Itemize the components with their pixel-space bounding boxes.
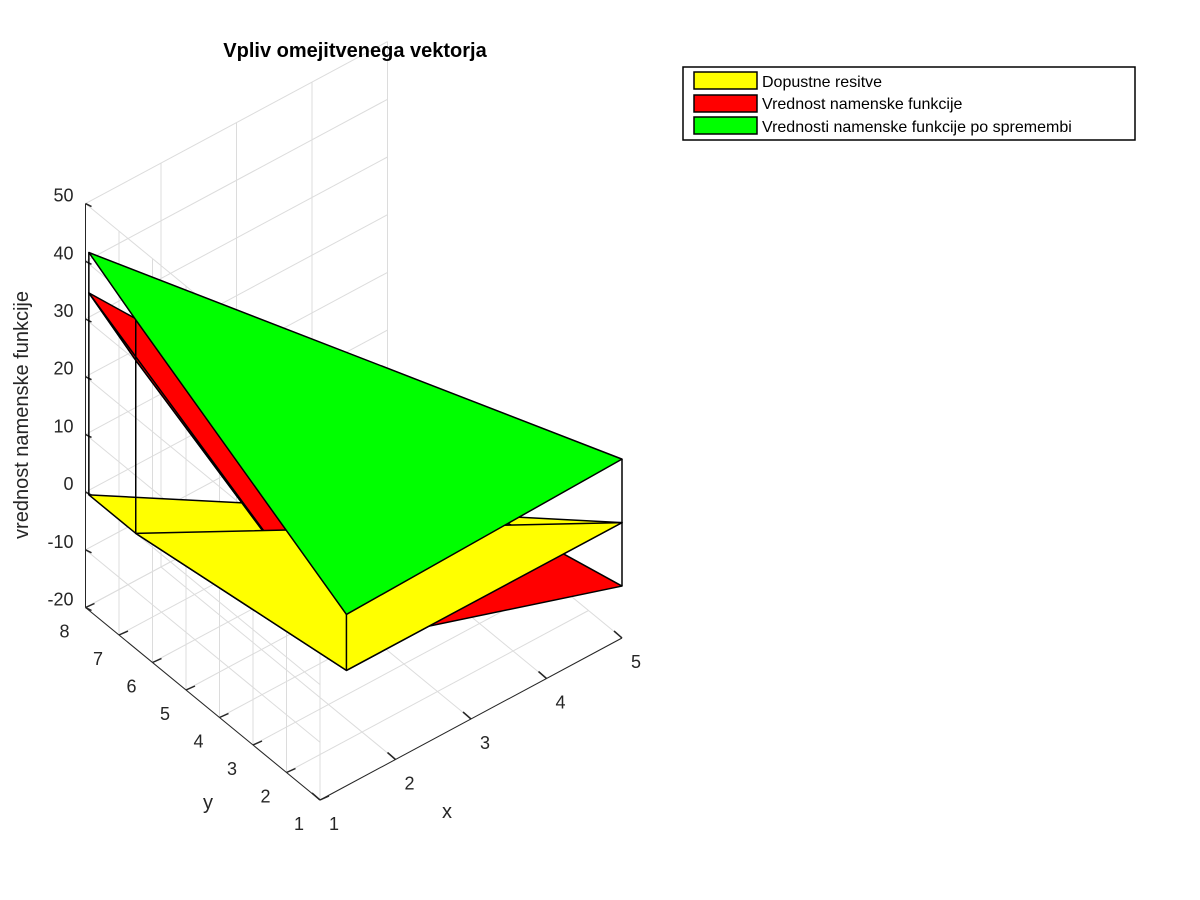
y-tick [252, 740, 263, 746]
grid-line [85, 549, 321, 743]
grid-line [160, 566, 396, 760]
y-tick-label: 4 [193, 732, 203, 752]
y-tick [219, 712, 229, 719]
legend-swatch-2 [693, 116, 758, 135]
y-tick [319, 795, 330, 801]
x-tick [387, 751, 396, 761]
y-tick-label: 8 [59, 622, 69, 642]
z-tick-label: -10 [47, 532, 73, 552]
z-tick-label: -20 [47, 590, 73, 610]
legend-entry-0: Dopustne resitve [762, 74, 882, 91]
y-axis-label: y [203, 792, 213, 814]
legend-box [682, 66, 1136, 141]
x-axis-label: x [442, 801, 452, 823]
z-tick-label: 40 [53, 243, 73, 263]
legend-swatch-1 [693, 94, 758, 113]
axis-ticks: 1 2 3 4 5 1 2 3 4 5 6 7 8 -20 -10 0 10 20 30 40 50 [47, 186, 641, 834]
x-tick-label: 5 [631, 652, 641, 672]
legend-swatch-0 [693, 71, 758, 90]
x-tick [311, 792, 321, 801]
y-tick [118, 630, 129, 636]
z-tick-label: 30 [53, 301, 73, 321]
plot-area [88, 251, 623, 672]
x-tick-label: 4 [556, 693, 566, 713]
y-tick-label: 6 [126, 677, 136, 697]
x-tick [462, 711, 472, 720]
y-tick-label: 1 [294, 814, 304, 834]
z-tick [85, 549, 92, 554]
y-axis-line [85, 607, 321, 801]
legend-entry-2: Vrednosti namenske funkcije po spremembi [762, 119, 1072, 136]
z-tick-label: 0 [63, 474, 73, 494]
z-tick [85, 202, 92, 208]
y-tick [152, 657, 162, 664]
grid-line [286, 610, 589, 773]
y-tick-label: 5 [160, 704, 170, 724]
grid-line [85, 41, 388, 205]
y-tick [286, 767, 296, 774]
legend: Dopustne resitve Vrednost namenske funkc… [682, 66, 1136, 141]
y-tick-label: 3 [227, 759, 237, 779]
y-tick-label: 7 [93, 649, 103, 669]
x-tick-label: 1 [329, 814, 339, 834]
z-tick [85, 606, 92, 612]
z-tick-label: 50 [53, 186, 73, 206]
chart-title: Vpliv omejitvenega vektorja [223, 40, 487, 62]
y-tick [85, 602, 95, 609]
x-tick-label: 3 [480, 733, 490, 753]
z-axis-label: vrednost namenske funkcije [11, 291, 33, 539]
z-tick-label: 10 [53, 416, 73, 436]
grid-line [85, 98, 388, 262]
z-tick-label: 20 [53, 359, 73, 379]
y-tick-label: 2 [260, 787, 270, 807]
x-tick [538, 670, 547, 680]
legend-entry-1: Vrednost namenske funkcije [762, 96, 963, 113]
y-tick [185, 685, 196, 691]
x-tick [613, 630, 623, 639]
x-tick-label: 2 [405, 774, 415, 794]
